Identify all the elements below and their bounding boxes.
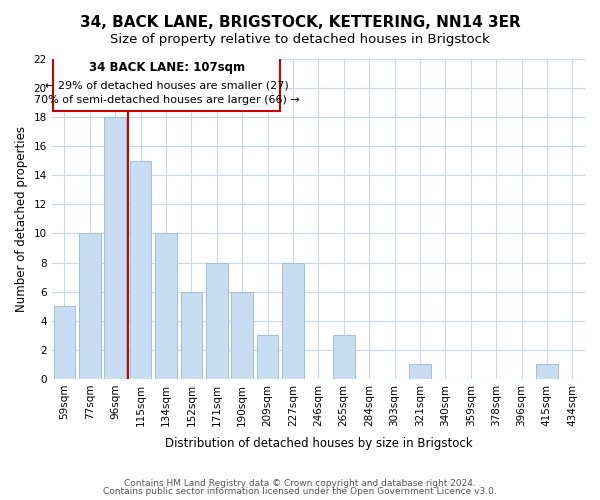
Text: ← 29% of detached houses are smaller (27): ← 29% of detached houses are smaller (27… <box>45 80 289 90</box>
Text: 34 BACK LANE: 107sqm: 34 BACK LANE: 107sqm <box>89 62 245 74</box>
Bar <box>53 306 75 379</box>
FancyBboxPatch shape <box>53 54 280 112</box>
Bar <box>206 262 227 379</box>
Text: 70% of semi-detached houses are larger (66) →: 70% of semi-detached houses are larger (… <box>34 96 299 106</box>
Text: Contains public sector information licensed under the Open Government Licence v3: Contains public sector information licen… <box>103 487 497 496</box>
Bar <box>181 292 202 379</box>
Bar <box>232 292 253 379</box>
Bar <box>130 161 151 379</box>
Bar <box>104 117 126 379</box>
X-axis label: Distribution of detached houses by size in Brigstock: Distribution of detached houses by size … <box>164 437 472 450</box>
Text: Contains HM Land Registry data © Crown copyright and database right 2024.: Contains HM Land Registry data © Crown c… <box>124 478 476 488</box>
Bar <box>155 234 177 379</box>
Text: 34, BACK LANE, BRIGSTOCK, KETTERING, NN14 3ER: 34, BACK LANE, BRIGSTOCK, KETTERING, NN1… <box>80 15 520 30</box>
Y-axis label: Number of detached properties: Number of detached properties <box>15 126 28 312</box>
Bar <box>409 364 431 379</box>
Bar <box>333 336 355 379</box>
Bar <box>257 336 278 379</box>
Bar <box>282 262 304 379</box>
Bar <box>536 364 557 379</box>
Bar <box>79 234 101 379</box>
Text: Size of property relative to detached houses in Brigstock: Size of property relative to detached ho… <box>110 32 490 46</box>
